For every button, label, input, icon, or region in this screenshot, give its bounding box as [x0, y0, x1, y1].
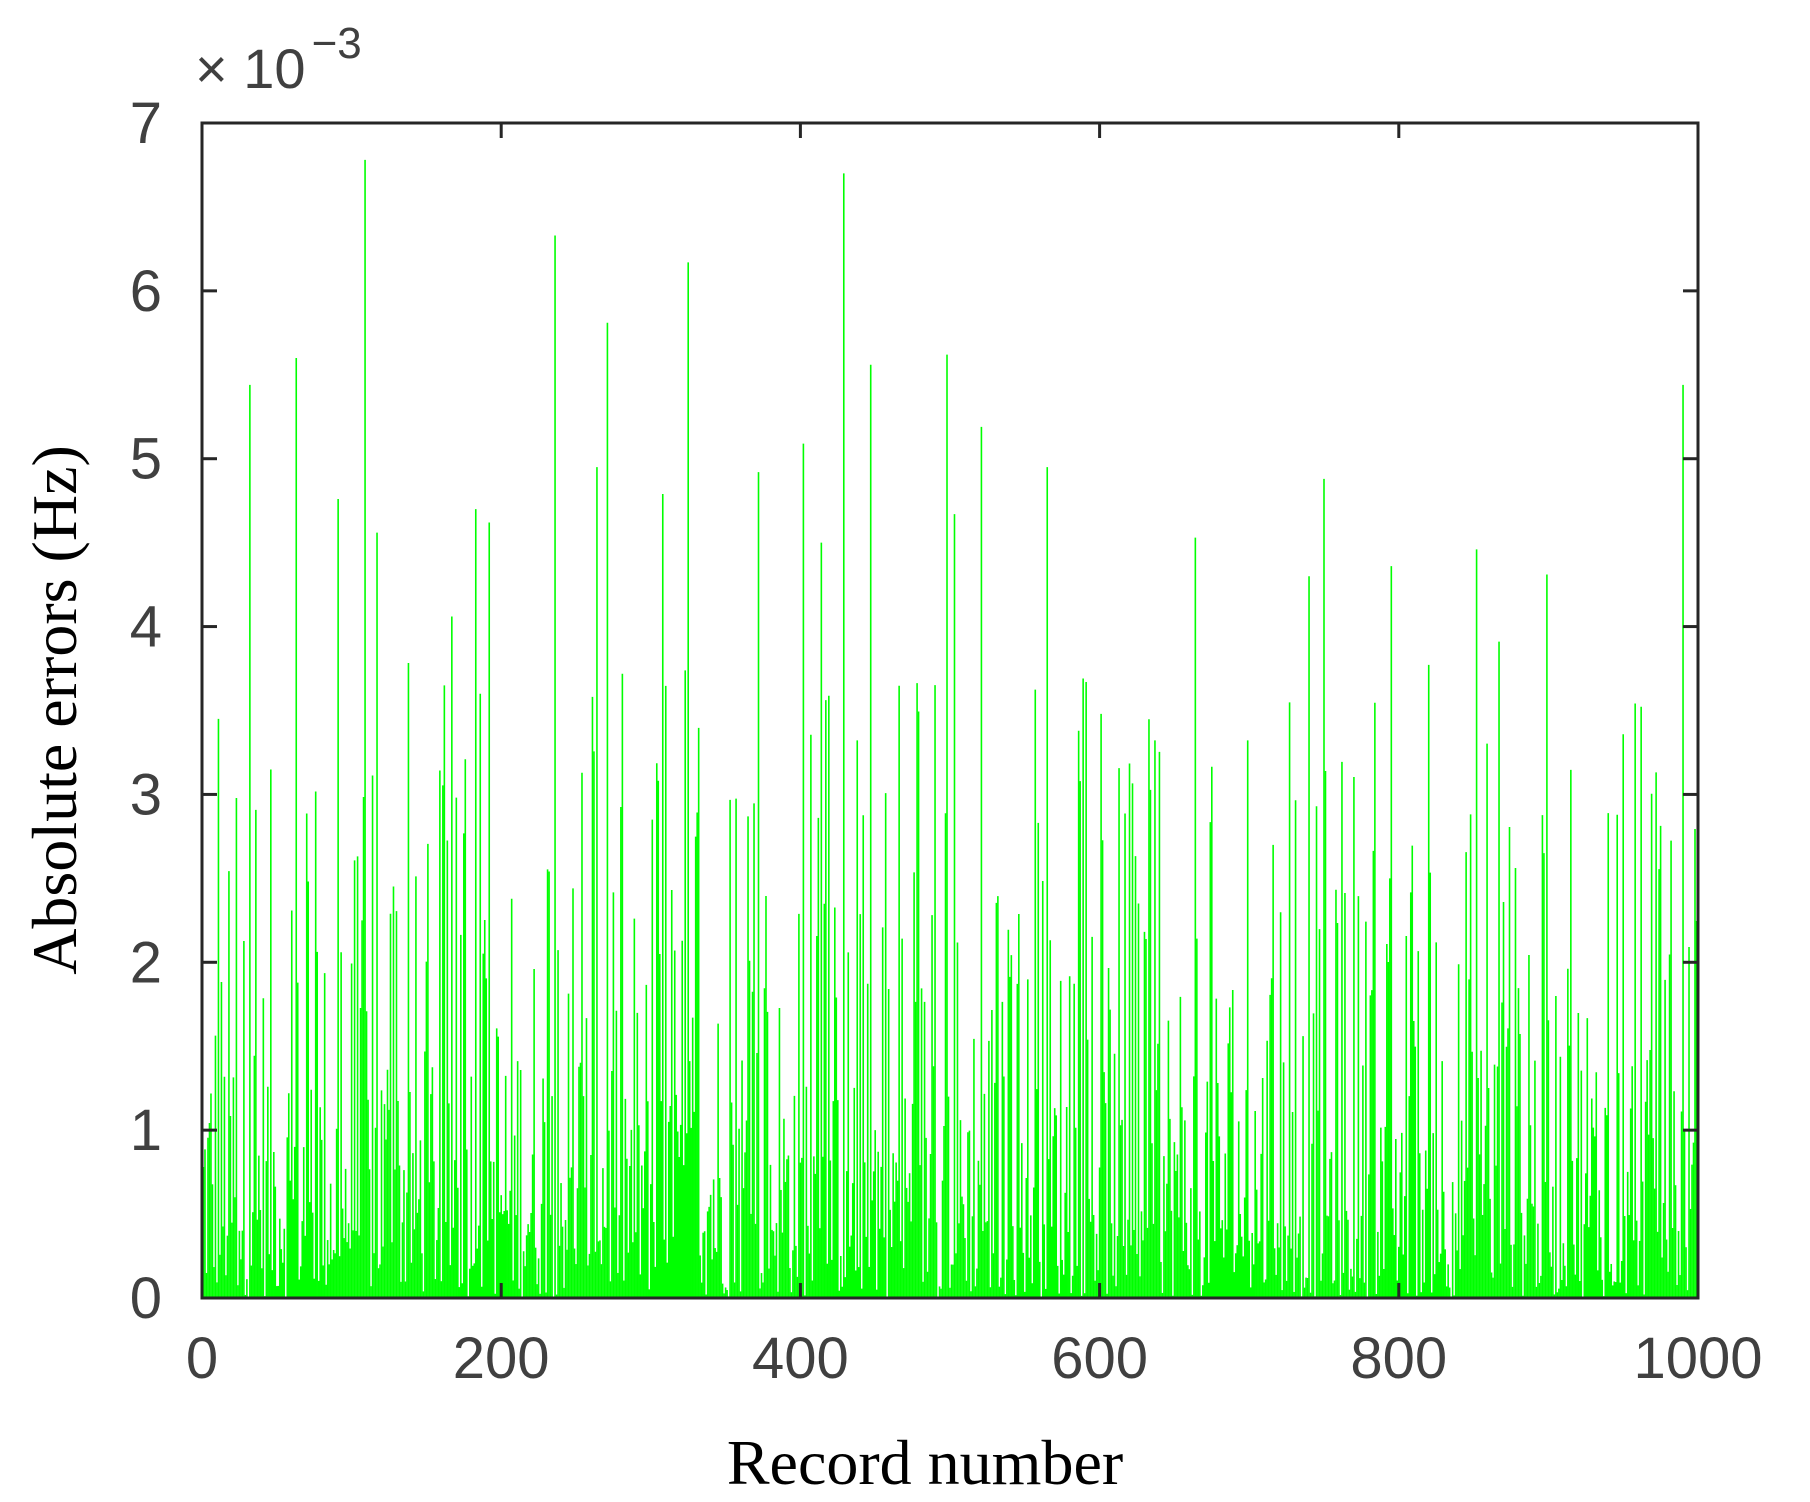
y-axis-exponent: × 10 −3	[195, 19, 362, 100]
exponent-prefix: × 10	[195, 37, 306, 100]
y-tick-label: 0	[130, 1266, 162, 1331]
y-tick-label: 6	[130, 259, 162, 324]
x-tick-label: 200	[453, 1326, 550, 1391]
x-tick-label: 400	[752, 1326, 849, 1391]
x-tick-label: 800	[1350, 1326, 1447, 1391]
exponent-power: −3	[312, 19, 362, 68]
y-tick-label: 7	[130, 91, 162, 156]
y-tick-label: 1	[130, 1098, 162, 1163]
x-tick-label: 600	[1051, 1326, 1148, 1391]
y-axis-tick-labels: 0 1 2 3 4 5 6 7	[130, 91, 162, 1331]
plot-frame	[200, 121, 1700, 1300]
x-tick-label: 0	[186, 1326, 218, 1391]
y-tick-label: 5	[130, 427, 162, 492]
y-tick-label: 4	[130, 595, 162, 660]
axis-ticks	[200, 121, 1700, 1300]
y-tick-label: 3	[130, 762, 162, 827]
x-tick-label: 1000	[1633, 1326, 1762, 1391]
x-axis-tick-labels: 0 200 400 600 800 1000	[186, 1326, 1763, 1391]
y-tick-label: 2	[130, 930, 162, 995]
x-axis-title: Record number	[727, 1427, 1123, 1498]
data-series	[201, 159, 1699, 1298]
y-axis-title: Absolute errors (Hz)	[19, 445, 90, 975]
